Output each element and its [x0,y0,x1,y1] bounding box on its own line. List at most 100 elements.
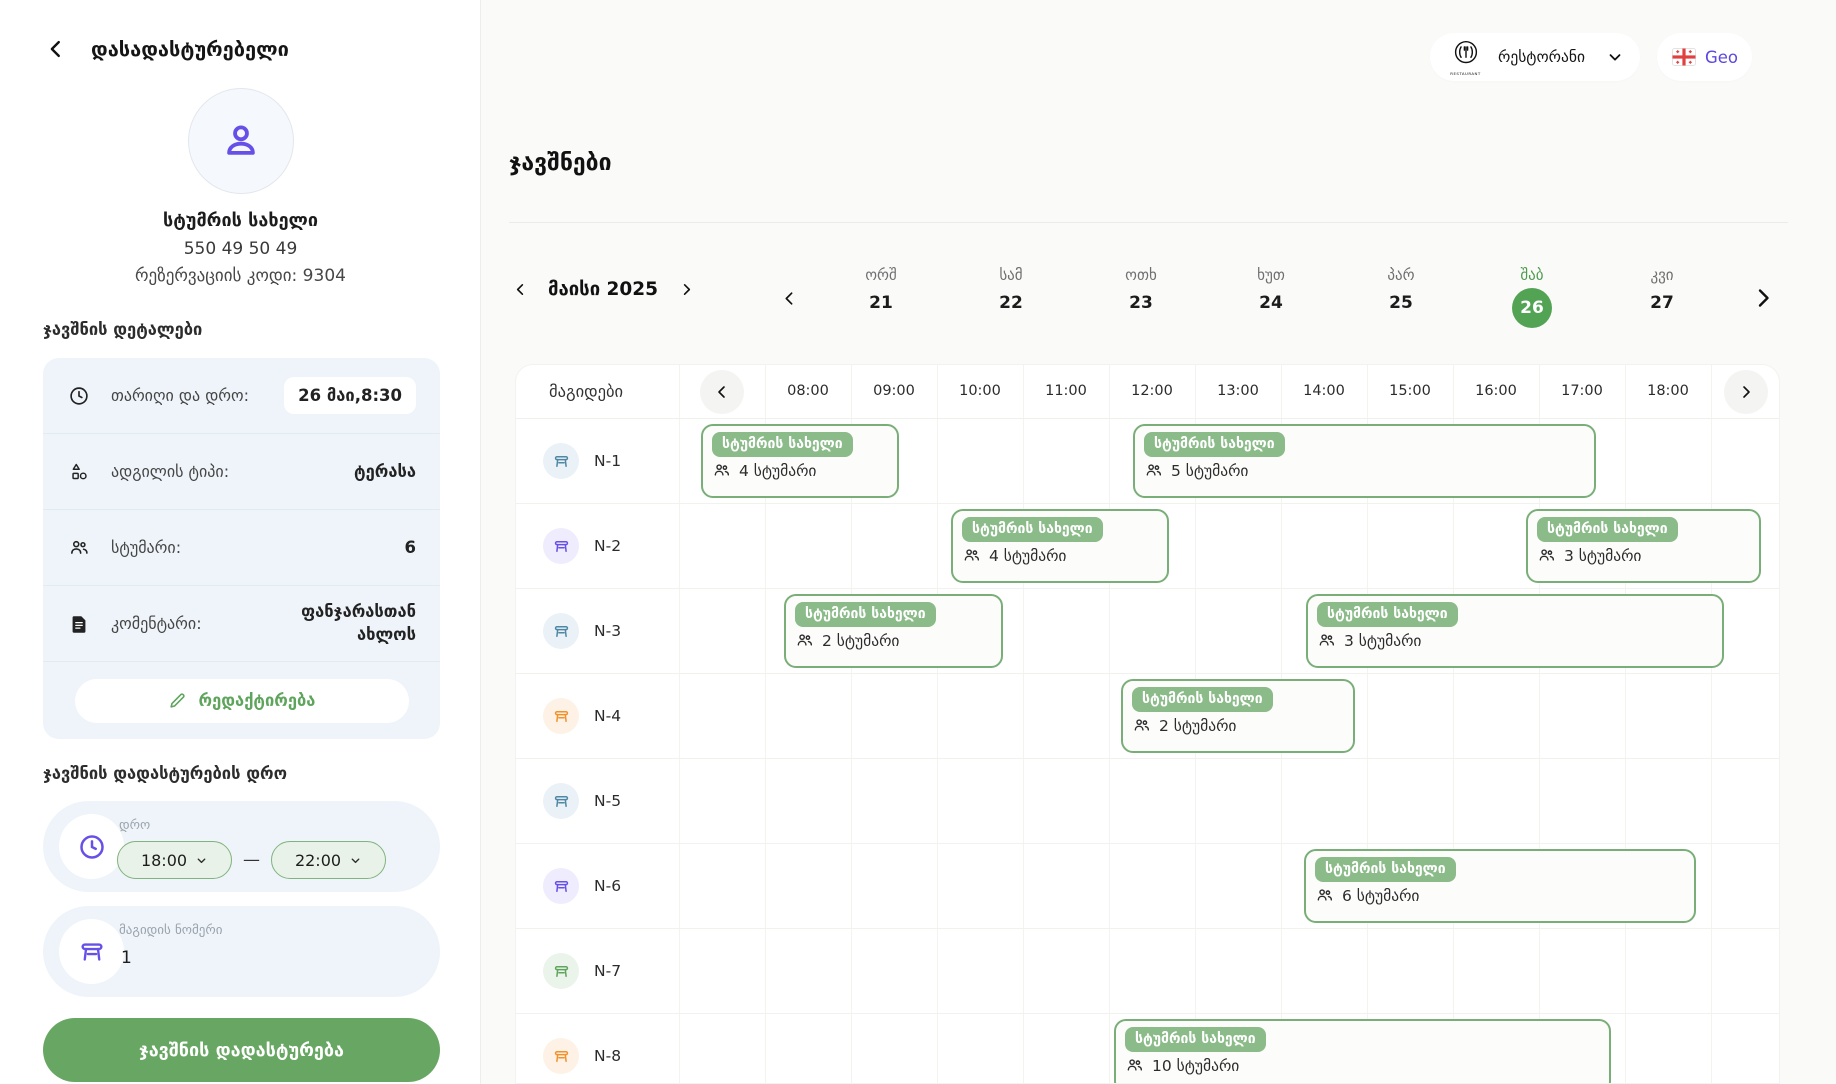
booking-block[interactable]: სტუმრის სახელი 4 სტუმარი [701,424,899,498]
guests-icon [712,461,731,480]
table-timeline: სტუმრის სახელი 6 სტუმარი [679,844,1779,928]
booking-block[interactable]: სტუმრის სახელი 10 სტუმარი [1114,1019,1611,1083]
booking-block[interactable]: სტუმრის სახელი 2 სტუმარი [784,594,1003,668]
time-label-10:00: 10:00 [959,383,1001,399]
day-name: შაბ [1520,266,1544,284]
edit-button[interactable]: რედაქტირება [74,678,409,723]
table-name-cell: N-5 [516,759,679,843]
table-name-cell: N-6 [516,844,679,928]
day-item-22[interactable]: სამ 22 [971,266,1051,313]
table-name-label: N-2 [594,537,622,555]
time-from-select[interactable]: 18:00 [117,841,232,879]
guests-icon [1144,461,1163,480]
range-separator: — [243,850,260,870]
restaurant-selector[interactable]: RESTAURANT რესტორანი [1430,33,1640,81]
day-item-25[interactable]: პარ 25 [1361,266,1441,313]
day-name: ორშ [865,266,897,284]
table-timeline [679,929,1779,1013]
booking-block[interactable]: სტუმრის სახელი 5 სტუმარი [1133,424,1596,498]
table-row-N-3: N-3 სტუმრის სახელი 2 სტუმარი სტუმრის სახელი… [516,589,1779,674]
confirm-section-title: ჯავშნის დადასტურების დრო [43,764,288,783]
table-number-card[interactable]: მაგიდის ნომერი 1 [43,906,440,997]
timeline-prev-button[interactable] [700,370,744,414]
detail-label: სტუმარი: [111,538,182,557]
time-label-15:00: 15:00 [1389,383,1431,399]
detail-label: კომენტარი: [111,614,202,633]
day-name: პარ [1387,266,1415,284]
guests-icon [1537,546,1556,565]
chevron-down-icon [1606,48,1624,66]
time-range: 18:00 — 22:00 [117,841,386,879]
guests-icon [962,546,981,565]
main-area: RESTAURANT რესტორანი [481,0,1836,1084]
booking-block[interactable]: სტუმრის სახელი 3 სტუმარი [1526,509,1761,583]
month-next-button[interactable] [675,278,697,300]
booking-block[interactable]: სტუმრის სახელი 2 სტუმარი [1121,679,1355,753]
table-timeline: სტუმრის სახელი 4 სტუმარი სტუმრის სახელი 3 ს… [679,504,1779,588]
day-number: 25 [1389,293,1413,313]
month-prev-button[interactable] [509,278,531,300]
time-label-13:00: 13:00 [1217,383,1259,399]
sidebar-title: დასადასტურებელი [91,37,289,61]
booking-block[interactable]: სტუმრის სახელი 6 სტუმარი [1304,849,1696,923]
booking-block[interactable]: სტუმრის სახელი 4 სტუმარი [951,509,1169,583]
table-name-label: N-6 [594,877,622,895]
day-item-23[interactable]: ოთხ 23 [1101,266,1181,313]
booking-guest-count: 4 სტუმარი [962,546,1158,565]
grid-header: მაგიდები 08:00 09:00 10:00 11:00 12:00 13:00 1… [516,365,1779,419]
booking-guest-name-badge: სტუმრის სახელი [1132,687,1273,712]
booking-guest-name-badge: სტუმრის სახელი [712,432,853,457]
day-item-24[interactable]: ხუთ 24 [1231,266,1311,313]
back-button[interactable] [43,36,69,62]
booking-guest-name-badge: სტუმრის სახელი [1144,432,1285,457]
table-number-label: მაგიდის ნომერი [119,923,223,938]
table-name-cell: N-8 [516,1014,679,1083]
table-name-cell: N-1 [516,419,679,503]
table-row-N-1: N-1 სტუმრის სახელი 4 სტუმარი სტუმრის სახელი… [516,419,1779,504]
table-timeline: სტუმრის სახელი 2 სტუმარი სტუმრის სახელი 3 ს… [679,589,1779,673]
confirm-booking-button[interactable]: ჯავშნის დადასტურება [43,1018,440,1082]
guest-name: სტუმრის სახელი [162,210,319,231]
booking-guest-count: 10 სტუმარი [1125,1056,1600,1075]
table-row-N-6: N-6 სტუმრის სახელი 6 სტუმარი [516,844,1779,929]
booking-block[interactable]: სტუმრის სახელი 3 სტუმარი [1306,594,1724,668]
chair-icon [543,698,579,734]
day-number: 23 [1129,293,1153,313]
georgia-flag-icon [1672,48,1696,66]
language-selector[interactable]: Geo [1657,33,1752,81]
time-label: დრო [119,818,151,833]
day-item-21[interactable]: ორშ 21 [841,266,921,313]
table-name-cell: N-7 [516,929,679,1013]
details-section-title: ჯავშნის დეტალები [43,320,203,339]
detail-value-datetime: 26 მაი,8:30 [284,377,416,414]
chevron-down-icon [349,854,362,867]
time-to-select[interactable]: 22:00 [271,841,386,879]
chair-icon [543,613,579,649]
chair-icon [543,443,579,479]
chevron-left-icon [45,38,67,60]
time-label-12:00: 12:00 [1131,383,1173,399]
guests-icon [1315,886,1334,905]
booking-guest-name-badge: სტუმრის სახელი [1125,1027,1266,1052]
guests-icon [1132,716,1151,735]
time-label-18:00: 18:00 [1647,383,1689,399]
day-item-26[interactable]: შაბ 26 [1492,266,1572,328]
table-timeline: სტუმრის სახელი 10 სტუმარი [679,1014,1779,1083]
detail-label: ადგილის ტიპი: [111,462,230,481]
clock-icon [77,832,107,862]
table-timeline: სტუმრის სახელი 2 სტუმარი [679,674,1779,758]
day-item-27[interactable]: კვი 27 [1622,266,1702,313]
days-next-button[interactable] [1749,284,1777,312]
chevron-down-icon [195,854,208,867]
guests-icon [67,536,91,560]
table-name-label: N-5 [594,792,622,810]
timeline-next-button[interactable] [1724,370,1768,414]
table-name-label: N-7 [594,962,622,980]
time-label-17:00: 17:00 [1561,383,1603,399]
days-prev-button[interactable] [775,284,803,312]
day-number: 26 [1512,288,1552,328]
guest-phone: 550 49 50 49 [183,239,298,259]
booking-guest-count: 2 სტუმარი [795,631,992,650]
pencil-icon [168,691,187,710]
sidebar-header: დასადასტურებელი [43,36,289,62]
